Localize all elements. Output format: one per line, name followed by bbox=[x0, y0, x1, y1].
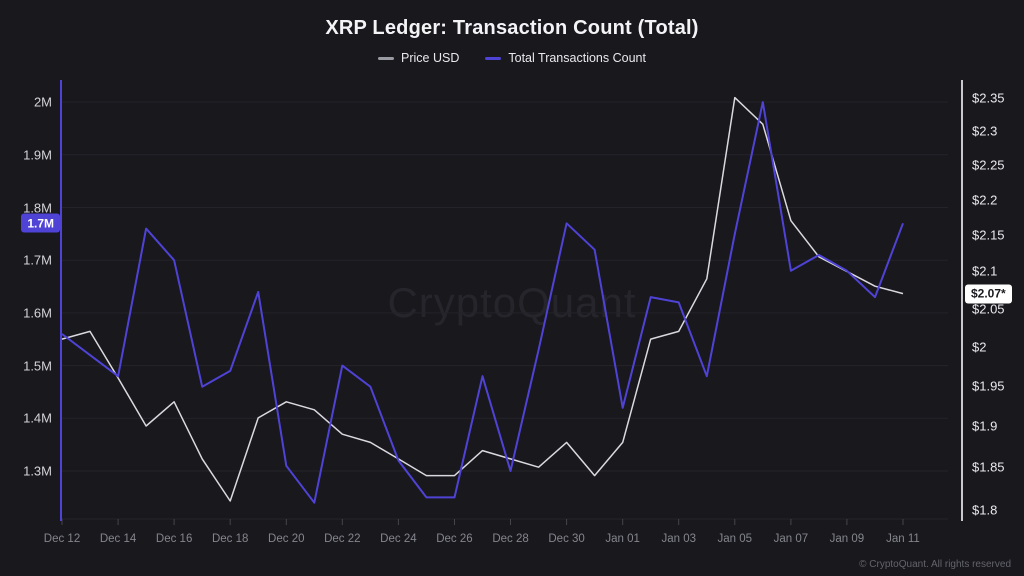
x-axis-label: Dec 18 bbox=[211, 533, 249, 545]
left-axis-tick: 1.7M bbox=[23, 252, 52, 268]
left-axis-tick: 1.8M bbox=[23, 200, 52, 216]
left-axis-tick: 2M bbox=[33, 94, 52, 110]
left-axis-tick: 1.9M bbox=[23, 147, 52, 163]
price-usd-line bbox=[61, 96, 904, 502]
latest-price-badge: $2.07* bbox=[965, 284, 1012, 304]
right-axis-tick: $2.1 bbox=[972, 263, 998, 279]
right-axis-tick: $2 bbox=[972, 339, 987, 355]
legend-item-total-transactions[interactable]: Total Transactions Count bbox=[485, 51, 646, 65]
right-axis-tick: $1.95 bbox=[972, 378, 1005, 394]
left-axis-tick: 1.5M bbox=[23, 358, 52, 374]
x-axis-label: Jan 09 bbox=[829, 533, 865, 545]
right-axis-tick: $1.8 bbox=[972, 502, 998, 518]
left-axis-tick: 1.4M bbox=[23, 410, 52, 426]
x-axis-label: Dec 14 bbox=[99, 533, 137, 545]
x-axis-label: Dec 26 bbox=[436, 533, 473, 545]
right-axis-tick: $2.35 bbox=[972, 90, 1005, 106]
right-axis-tick: $1.85 bbox=[972, 459, 1005, 475]
x-axis-label: Dec 20 bbox=[268, 533, 305, 545]
x-axis-label: Jan 05 bbox=[717, 533, 753, 545]
left-axis-tick: 1.3M bbox=[23, 463, 52, 479]
left-axis-tick: 1.6M bbox=[23, 305, 52, 321]
transactions-count-line bbox=[61, 101, 904, 504]
x-axis-label: Jan 01 bbox=[605, 533, 640, 545]
legend: Price USD Total Transactions Count bbox=[0, 51, 1024, 65]
right-axis-tick: $2.05 bbox=[972, 301, 1005, 317]
right-axis-tick: $2.15 bbox=[972, 227, 1005, 243]
x-axis-label: Jan 07 bbox=[773, 533, 809, 545]
latest-tx-count-badge: 1.7M bbox=[21, 213, 60, 233]
right-axis-tick: $2.3 bbox=[972, 123, 998, 139]
legend-label-price-usd: Price USD bbox=[401, 51, 460, 65]
x-axis-label: Dec 24 bbox=[380, 533, 417, 545]
cryptoquant-watermark: CryptoQuant bbox=[387, 279, 637, 326]
right-axis-tick: $2.2 bbox=[972, 192, 998, 208]
legend-item-price-usd[interactable]: Price USD bbox=[378, 51, 459, 65]
x-axis-label: Dec 12 bbox=[43, 533, 81, 545]
x-axis-label: Dec 30 bbox=[548, 533, 585, 545]
right-axis-tick: $2.25 bbox=[972, 157, 1005, 173]
copyright: © CryptoQuant. All rights reserved bbox=[859, 559, 1011, 570]
legend-label-total-transactions: Total Transactions Count bbox=[508, 51, 646, 65]
x-axis-label: Jan 03 bbox=[661, 533, 696, 545]
price-line-swatch bbox=[378, 56, 395, 60]
chart-title: XRP Ledger: Transaction Count (Total) bbox=[325, 17, 699, 39]
x-axis-label: Dec 22 bbox=[324, 533, 361, 545]
x-axis-label: Jan 11 bbox=[886, 533, 920, 545]
transactions-line-swatch bbox=[485, 56, 502, 60]
x-axis-label: Dec 16 bbox=[155, 533, 193, 545]
right-axis-tick: $1.9 bbox=[972, 418, 998, 434]
x-axis-label: Dec 28 bbox=[492, 533, 529, 545]
